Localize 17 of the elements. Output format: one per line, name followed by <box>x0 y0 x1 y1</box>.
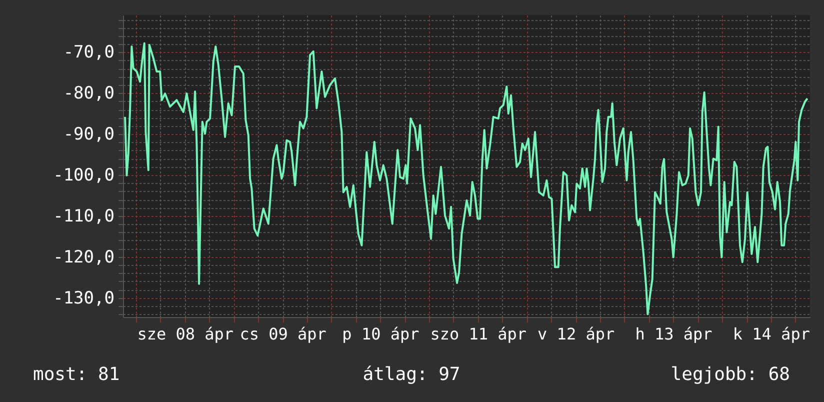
y-tick-label: -80,0 <box>63 84 114 104</box>
y-tick-label: -70,0 <box>63 42 114 63</box>
y-tick-label: -100,0 <box>53 166 114 186</box>
text: most: 81 <box>33 364 120 385</box>
x-tick-label: szo 11 ápr <box>430 324 527 344</box>
y-tick-label: -130,0 <box>53 288 114 308</box>
x-tick-label: h 13 ápr <box>635 324 713 344</box>
y-tick-label: -110,0 <box>53 206 114 226</box>
x-tick-label: k 14 ápr <box>732 324 810 344</box>
text: átlag: 97 <box>362 364 460 385</box>
y-tick-label: -90,0 <box>63 124 114 145</box>
x-tick-label: sze 08 ápr <box>137 324 234 344</box>
x-tick-label: cs 09 ápr <box>240 324 327 344</box>
x-tick-label: p 10 ápr <box>342 324 420 344</box>
text: legjobb: 68 <box>670 364 790 385</box>
x-tick-label: v 12 ápr <box>538 324 615 344</box>
y-tick-label: -120,0 <box>53 247 114 268</box>
